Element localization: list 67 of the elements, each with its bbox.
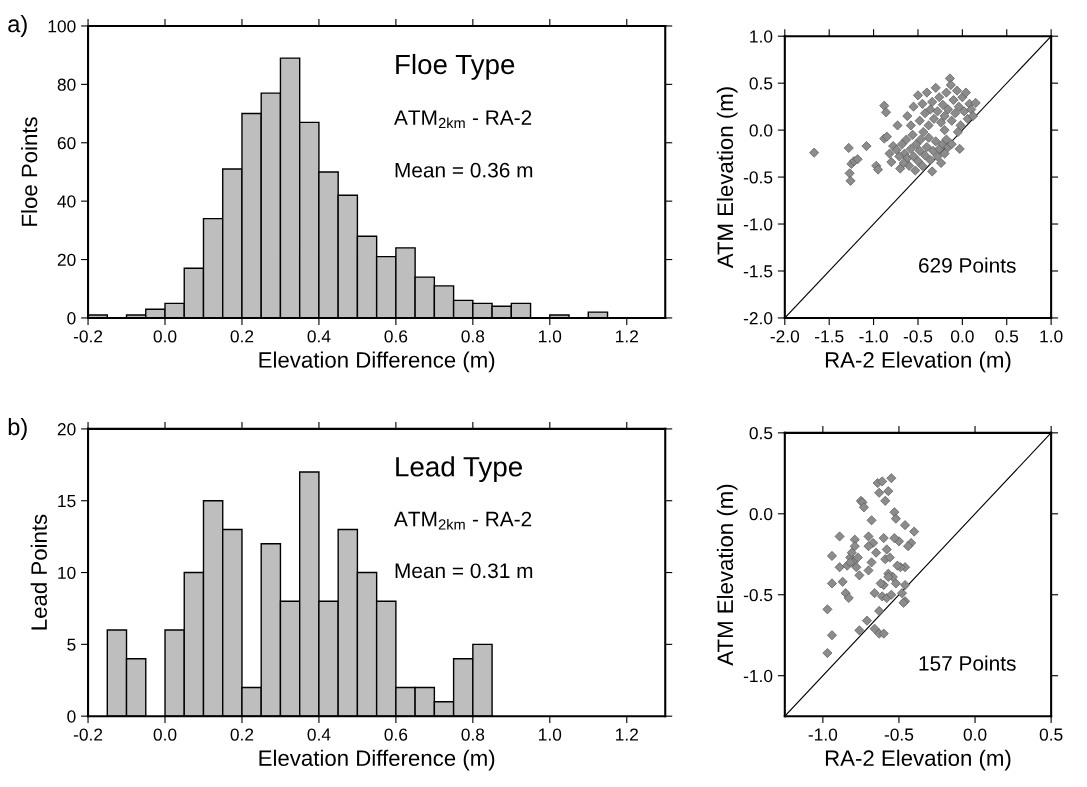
text: a)	[8, 14, 27, 37]
y-tick-label: 0.0	[749, 507, 773, 521]
x-tick-label: 0.5	[1039, 728, 1063, 741]
y-tick-label: 20	[57, 423, 76, 436]
x-tick-label: 0.2	[230, 330, 254, 343]
annotation: 629 Points	[919, 257, 1016, 273]
y-tick-label: 0.5	[749, 427, 773, 440]
x-tick-label: -0.5	[903, 330, 933, 343]
y-tick-label: 0.0	[749, 124, 773, 137]
x-tick-label: 0.0	[153, 330, 177, 343]
y-tick-label: -1.0	[743, 669, 773, 683]
x-tick-label: 0.2	[230, 728, 254, 741]
x-tick-label: 0.4	[307, 728, 331, 741]
x-tick-label: 1.0	[539, 728, 562, 741]
y-tick-label: 0.5	[749, 77, 773, 90]
y-axis-title: Floe Points	[21, 117, 38, 226]
annotation: Mean = 0.31 m	[395, 563, 533, 579]
annotation: ATM$_{2km}$ - RA-2	[394, 110, 532, 129]
y-axis-title: ATM Elevation (m)	[716, 484, 738, 666]
x-tick-label: -0.2	[73, 330, 103, 343]
y-tick-label: -0.5	[743, 588, 773, 602]
x-axis-title: RA-2 Elevation (m)	[825, 351, 1011, 373]
x-axis-title: Elevation Difference (m)	[259, 351, 495, 373]
y-axis-title: Lead Points	[30, 514, 47, 630]
x-tick-label: 0.6	[384, 728, 408, 741]
x-tick-label: 0.5	[995, 330, 1019, 343]
x-tick-label: 0.0	[153, 728, 177, 741]
x-tick-label: 1.0	[539, 330, 562, 343]
annotation: Floe Type	[396, 53, 515, 80]
annotation: ATM$_{2km}$ - RA-2	[394, 511, 532, 530]
y-tick-label: 60	[57, 136, 76, 150]
annotation: Lead Type	[396, 456, 522, 483]
y-tick-label: 0	[67, 312, 76, 325]
x-tick-label: 0.6	[384, 330, 408, 343]
x-tick-label: -1.5	[815, 330, 844, 343]
y-tick-label: 15	[58, 495, 76, 508]
x-tick-label: -1.0	[859, 330, 888, 343]
x-tick-label: 1.0	[1040, 330, 1063, 343]
x-tick-label: -0.5	[884, 728, 914, 741]
y-tick-label: 40	[57, 195, 76, 208]
y-tick-label: 10	[58, 566, 76, 579]
x-tick-label: 0.0	[963, 728, 987, 741]
y-axis-title: ATM Elevation (m)	[716, 87, 738, 269]
x-tick-label: 0.8	[461, 728, 485, 741]
annotation: Mean = 0.36 m	[395, 162, 533, 178]
y-tick-label: 5	[67, 638, 76, 651]
y-tick-label: -1.5	[743, 265, 773, 278]
x-tick-label: -2.0	[770, 330, 800, 343]
y-tick-label: 0	[67, 710, 76, 723]
x-tick-label: 0.0	[950, 330, 974, 343]
x-axis-title: Elevation Difference (m)	[259, 749, 495, 771]
x-axis-title: RA-2 Elevation (m)	[825, 749, 1011, 771]
x-tick-label: -0.2	[73, 728, 103, 741]
text: b)	[8, 417, 27, 440]
y-tick-label: 100	[48, 20, 76, 33]
x-tick-label: 0.4	[307, 330, 331, 343]
y-tick-label: 1.0	[750, 30, 773, 43]
annotation: 157 Points	[919, 655, 1016, 671]
x-tick-label: 0.8	[461, 330, 485, 343]
x-tick-label: 1.2	[616, 330, 638, 343]
y-tick-label: 20	[57, 253, 76, 267]
x-tick-label: 1.2	[616, 728, 638, 741]
y-tick-label: -0.5	[743, 171, 773, 184]
y-tick-label: 80	[57, 78, 76, 91]
y-tick-label: -1.0	[743, 218, 773, 231]
y-tick-label: -2.0	[743, 312, 773, 325]
x-tick-label: -1.0	[808, 728, 838, 741]
